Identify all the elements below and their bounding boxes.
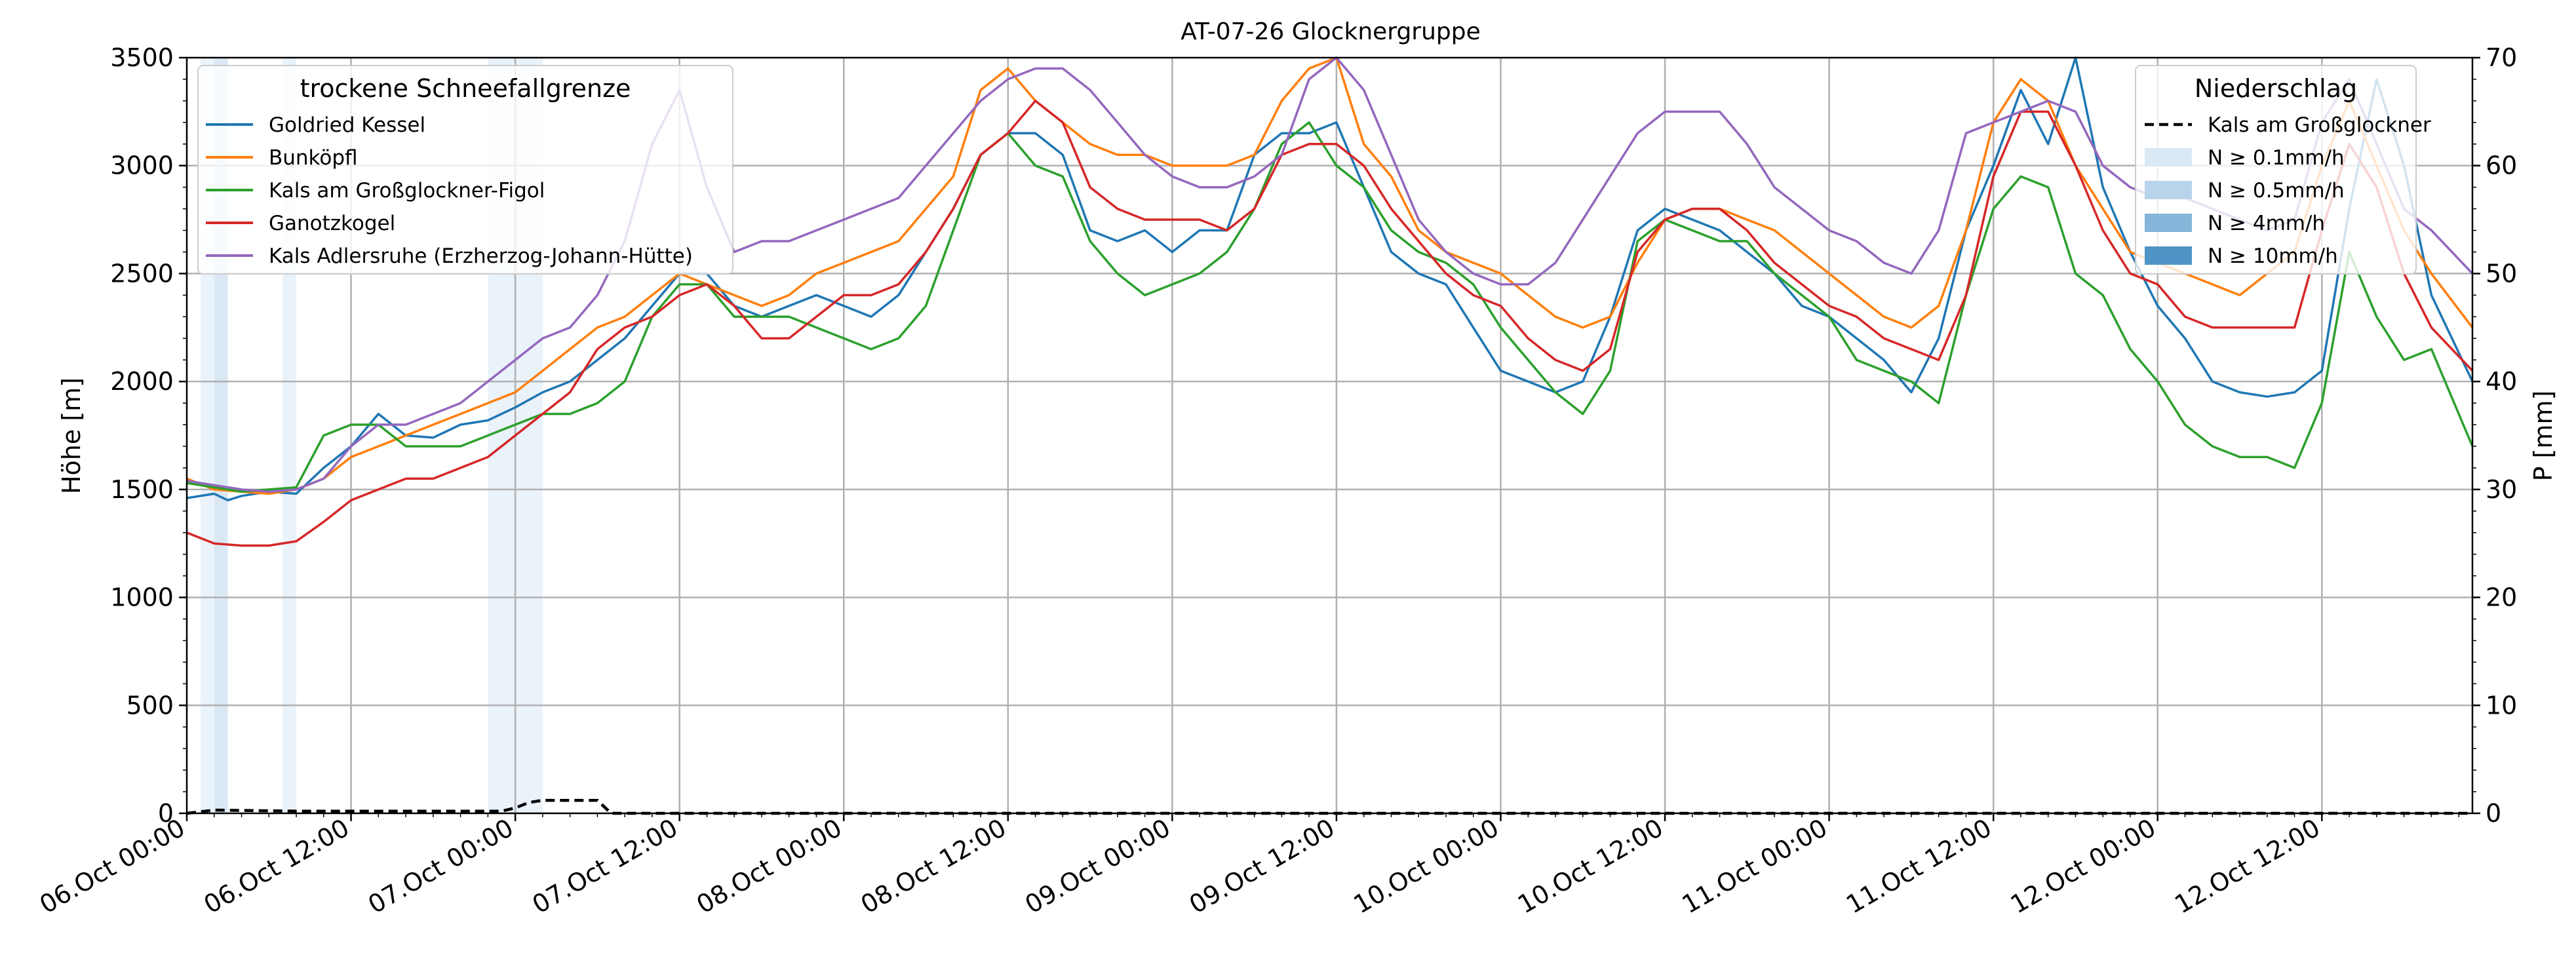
series-line-1 xyxy=(186,56,2474,495)
y-tick-label-2: 1000 xyxy=(110,583,174,612)
y-tick-label-3: 1500 xyxy=(110,475,174,504)
legend-right-label-3: N ≥ 4mm/h xyxy=(2208,212,2325,235)
plot-frame xyxy=(185,56,2474,815)
y-tick-label-6: 3000 xyxy=(110,151,174,180)
legend-label-1: Bunköpfl xyxy=(269,146,358,170)
y-right-tick-label-4: 40 xyxy=(2486,367,2517,396)
legend-right-label-2: N ≥ 0.5mm/h xyxy=(2208,179,2345,203)
series-line-3 xyxy=(186,100,2474,547)
legend-right-label-4: N ≥ 10mm/h xyxy=(2208,244,2338,268)
legend-right-label-0: Kals am Großglockner xyxy=(2208,113,2431,137)
y-tick-label-0: 0 xyxy=(158,799,174,828)
chart-title: AT-07-26 Glocknergruppe xyxy=(1181,18,1481,45)
legend-precipitation: Niederschlag Kals am Großglockner N ≥ 0.1… xyxy=(2135,65,2431,275)
y-right-tick-label-3: 30 xyxy=(2486,475,2517,504)
legend-right-label-1: N ≥ 0.1mm/h xyxy=(2208,146,2345,170)
legend-snowline: trockene Schneefallgrenze Goldried Kesse… xyxy=(197,65,733,275)
legend-right-patch-1 xyxy=(2145,148,2192,166)
series-line-4 xyxy=(186,56,2474,493)
legend-right-patch-3 xyxy=(2145,214,2192,232)
y-tick-label-7: 3500 xyxy=(110,43,174,72)
y-right-tick-label-5: 50 xyxy=(2486,259,2517,288)
y-axis-label: Höhe [m] xyxy=(57,377,86,494)
legend-label-0: Goldried Kessel xyxy=(269,113,425,137)
y-right-tick-label-7: 70 xyxy=(2486,43,2517,72)
legend-precipitation-title: Niederschlag xyxy=(2195,74,2357,103)
y-tick-label-1: 500 xyxy=(126,691,174,720)
precipitation-series xyxy=(186,798,2472,815)
y-right-tick-label-2: 20 xyxy=(2486,583,2517,612)
legend-label-2: Kals am Großglockner-Figol xyxy=(269,179,545,203)
y-right-tick-label-1: 10 xyxy=(2486,691,2517,720)
y-axis-right-label: P [mm] xyxy=(2529,391,2558,482)
legend-label-4: Kals Adlersruhe (Erzherzog-Johann-Hütte) xyxy=(269,244,693,268)
legend-right-patch-2 xyxy=(2145,181,2192,199)
y-tick-label-5: 2500 xyxy=(110,259,174,288)
y-right-tick-label-6: 60 xyxy=(2486,151,2517,180)
legend-snowline-title: trockene Schneefallgrenze xyxy=(300,74,631,103)
legend-right-patch-4 xyxy=(2145,246,2192,265)
legend-label-3: Ganotzkogel xyxy=(269,212,395,235)
series-precip-kals xyxy=(186,798,2472,815)
y-right-tick-label-0: 0 xyxy=(2486,799,2501,828)
y-tick-label-4: 2000 xyxy=(110,367,174,396)
